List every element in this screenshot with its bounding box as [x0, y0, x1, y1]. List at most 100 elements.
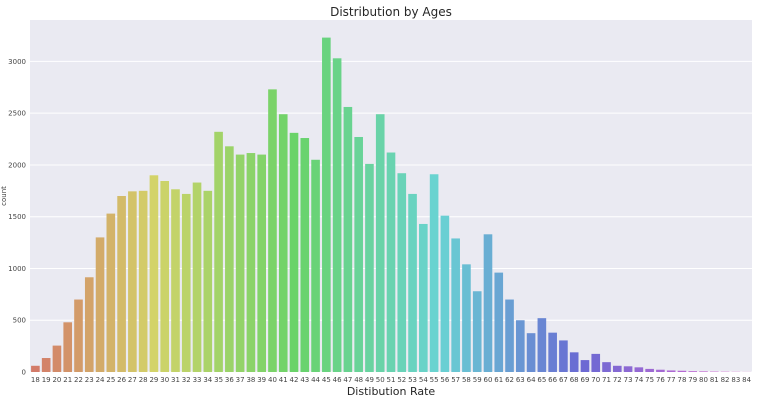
bar: [149, 175, 159, 372]
bar: [332, 58, 342, 373]
x-tick-label: 41: [279, 376, 288, 384]
x-tick-label: 42: [290, 376, 299, 384]
bar: [343, 106, 353, 372]
x-tick-label: 29: [149, 376, 158, 384]
y-axis-label: count: [0, 186, 8, 206]
y-tick-layer: 0 500 1000 1500 2000 2500 3000: [8, 58, 26, 377]
x-tick-label: 54: [419, 376, 428, 384]
bar: [451, 238, 460, 372]
bar: [537, 318, 547, 372]
x-tick-label: 35: [214, 376, 223, 384]
bar: [656, 369, 665, 372]
x-tick-label: 40: [268, 376, 277, 384]
bar: [311, 159, 320, 372]
x-tick-label: 70: [591, 376, 600, 384]
bar: [548, 332, 557, 372]
bar: [526, 333, 536, 372]
x-tick-label: 49: [365, 376, 374, 384]
y-tick-label: 2000: [8, 161, 26, 169]
bar: [569, 352, 579, 372]
bar: [246, 153, 256, 372]
x-tick-label: 75: [645, 376, 654, 384]
bar: [666, 370, 676, 372]
bar: [375, 114, 385, 372]
bar: [84, 277, 94, 372]
x-tick-label: 61: [494, 376, 503, 384]
x-tick-label: 36: [225, 376, 234, 384]
bar: [440, 215, 450, 372]
x-tick-label: 39: [257, 376, 266, 384]
y-tick-label: 1500: [8, 213, 26, 221]
x-tick-label: 18: [31, 376, 40, 384]
x-tick-label: 26: [117, 376, 126, 384]
x-tick-label: 68: [570, 376, 579, 384]
bar: [591, 353, 601, 372]
bar: [516, 320, 525, 372]
bar: [354, 136, 363, 372]
x-tick-label: 43: [300, 376, 309, 384]
bar: [397, 173, 407, 372]
x-tick-label: 76: [656, 376, 665, 384]
x-tick-label: 46: [333, 376, 342, 384]
x-tick-label: 31: [171, 376, 180, 384]
x-tick-label: 64: [527, 376, 536, 384]
x-tick-label: 78: [677, 376, 686, 384]
x-tick-label: 19: [42, 376, 51, 384]
bar: [645, 368, 654, 372]
x-tick-label: 74: [634, 376, 643, 384]
bar: [365, 163, 374, 372]
bar: [386, 152, 396, 372]
x-tick-label: 27: [128, 376, 137, 384]
bar: [408, 193, 417, 372]
x-tick-label: 83: [731, 376, 740, 384]
bar: [225, 146, 234, 372]
bar: [688, 371, 698, 372]
bar: [462, 264, 471, 372]
x-tick-label: 72: [613, 376, 622, 384]
x-tick-label: 34: [203, 376, 212, 384]
x-tick-label: 52: [397, 376, 406, 384]
bar: [117, 196, 126, 372]
x-tick-label: 44: [311, 376, 320, 384]
bar: [612, 365, 622, 372]
bar: [699, 371, 708, 372]
bar: [419, 223, 428, 372]
x-tick-label: 79: [688, 376, 697, 384]
bar: [559, 340, 568, 372]
x-tick-label: 24: [96, 376, 105, 384]
x-tick-label: 48: [354, 376, 363, 384]
x-tick-label: 84: [742, 376, 751, 384]
x-tick-label: 37: [236, 376, 245, 384]
bar: [192, 182, 202, 372]
x-tick-label: 30: [160, 376, 169, 384]
x-tick-label: 55: [430, 376, 439, 384]
bar: [429, 174, 439, 372]
bar: [41, 358, 51, 372]
bar: [505, 299, 514, 372]
x-tick-label: 60: [484, 376, 493, 384]
y-tick-label: 2500: [8, 110, 26, 118]
x-tick-label: 28: [139, 376, 148, 384]
bar: [472, 291, 482, 372]
y-tick-label: 0: [22, 369, 26, 377]
x-tick-label: 23: [85, 376, 94, 384]
x-tick-label: 45: [322, 376, 331, 384]
x-tick-label: 51: [387, 376, 396, 384]
bar: [160, 180, 170, 372]
chart-title: Distribution by Ages: [330, 5, 452, 19]
bar: [278, 114, 288, 372]
bar: [214, 131, 223, 372]
x-tick-label: 77: [667, 376, 676, 384]
x-tick-label: 58: [462, 376, 471, 384]
bar: [289, 132, 299, 372]
bar: [268, 89, 277, 372]
x-tick-label: 81: [710, 376, 719, 384]
bar: [74, 299, 83, 372]
y-tick-label: 1000: [8, 265, 26, 273]
bar: [31, 365, 40, 372]
x-tick-label: 22: [74, 376, 83, 384]
x-tick-label: 56: [440, 376, 449, 384]
y-tick-label: 500: [13, 317, 26, 325]
x-tick-label: 38: [246, 376, 255, 384]
